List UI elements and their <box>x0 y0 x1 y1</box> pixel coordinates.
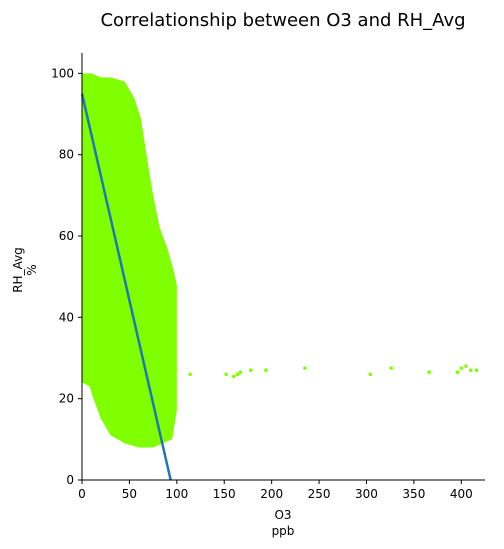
x-tick-label: 100 <box>165 487 188 501</box>
scatter-point <box>303 366 307 370</box>
scatter-point <box>464 364 468 368</box>
chart-title: Correlationship between O3 and RH_Avg <box>100 10 465 31</box>
y-axis-ticks: 0 20 40 60 80 100 <box>51 66 82 487</box>
y-tick-label: 0 <box>66 473 74 487</box>
x-tick-label: 350 <box>402 487 425 501</box>
scatter-point <box>238 370 243 375</box>
x-axis-label: O3 <box>274 508 291 522</box>
scatter-points <box>82 73 479 448</box>
y-tick-label: 20 <box>59 392 74 406</box>
y-axis-unit: % <box>25 264 39 275</box>
x-tick-label: 0 <box>78 487 86 501</box>
x-tick-label: 50 <box>122 487 137 501</box>
y-tick-label: 80 <box>59 148 74 162</box>
scatter-point <box>224 372 228 377</box>
scatter-point <box>474 368 479 373</box>
x-tick-label: 300 <box>355 487 378 501</box>
x-tick-label: 400 <box>450 487 473 501</box>
y-tick-label: 40 <box>59 310 74 324</box>
y-tick-label: 60 <box>59 229 74 243</box>
scatter-point <box>389 366 393 370</box>
scatter-point <box>455 370 460 375</box>
regression-line <box>80 93 172 481</box>
scatter-point <box>235 372 240 377</box>
scatter-point <box>368 372 373 377</box>
scatter-point <box>231 374 236 379</box>
scatter-point <box>427 370 431 375</box>
scatter-point <box>248 368 253 373</box>
scatter-point <box>188 372 192 377</box>
x-tick-label: 200 <box>260 487 283 501</box>
scatter-point <box>468 368 473 373</box>
x-tick-label: 250 <box>308 487 331 501</box>
scatter-point <box>459 366 464 370</box>
x-tick-label: 150 <box>213 487 236 501</box>
y-tick-label: 100 <box>51 66 74 80</box>
scatter-point <box>264 368 268 373</box>
plot-area <box>80 73 479 481</box>
x-axis-unit: ppb <box>272 524 295 538</box>
x-axis-ticks: 0 50 100 150 200 250 300 350 400 <box>78 480 473 501</box>
point-cluster <box>82 73 177 448</box>
y-axis-label: RH_Avg <box>11 247 25 293</box>
